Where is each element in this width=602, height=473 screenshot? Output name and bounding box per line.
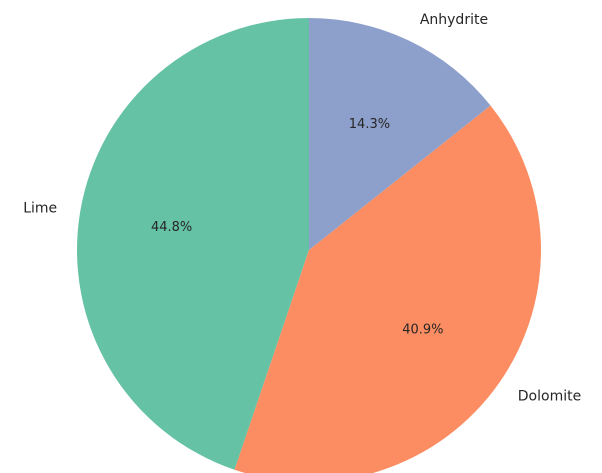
slice-label: Lime — [23, 200, 57, 216]
pie-slice — [234, 105, 541, 473]
percent-label: 44.8% — [151, 220, 192, 235]
pie-slice — [77, 18, 309, 470]
percent-label: 14.3% — [349, 117, 390, 132]
percent-label: 40.9% — [402, 323, 443, 338]
slice-label: Anhydrite — [420, 12, 488, 28]
pie-slice — [309, 18, 491, 250]
slice-label: Dolomite — [518, 389, 581, 405]
